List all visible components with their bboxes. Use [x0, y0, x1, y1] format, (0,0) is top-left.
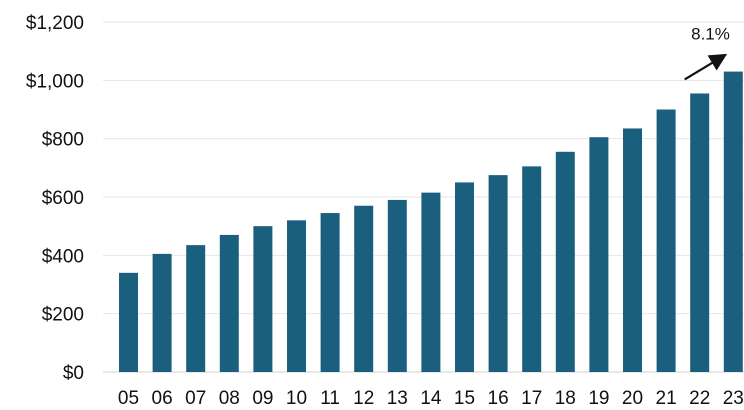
bar-08 — [219, 234, 239, 372]
y-tick-label: $0 — [63, 363, 84, 384]
bar-11 — [320, 213, 340, 372]
x-tick-label: 10 — [286, 388, 307, 409]
x-tick-label: 16 — [488, 388, 509, 409]
x-tick-label: 15 — [454, 388, 475, 409]
y-tick-label: $200 — [42, 305, 84, 326]
bar-20 — [623, 128, 642, 372]
x-tick-label: 23 — [723, 388, 744, 409]
x-tick-label: 20 — [622, 388, 643, 409]
bar-15 — [455, 182, 474, 372]
x-tick-label: 09 — [252, 388, 273, 409]
y-axis: $0 $200 $400 $600 $800 $1,000 $1,200 — [26, 13, 84, 384]
bar-14 — [421, 192, 441, 372]
bar-17 — [522, 166, 542, 372]
y-tick-label: $1,000 — [26, 71, 84, 92]
y-tick-label: $400 — [42, 246, 84, 267]
x-tick-label: 08 — [219, 388, 240, 409]
x-tick-label: 19 — [588, 388, 609, 409]
x-tick-label: 13 — [387, 388, 408, 409]
x-tick-label: 05 — [118, 388, 139, 409]
y-tick-label: $600 — [42, 188, 84, 209]
growth-label: 8.1% — [691, 25, 730, 44]
bar-21 — [656, 109, 676, 372]
bar-06 — [152, 253, 172, 372]
bar-22 — [690, 93, 710, 372]
x-tick-label: 18 — [555, 388, 576, 409]
x-tick-label: 17 — [521, 388, 542, 409]
bar-05 — [119, 272, 138, 372]
x-tick-label: 14 — [420, 388, 442, 409]
x-tick-label: 22 — [689, 388, 710, 409]
bar-18 — [555, 151, 575, 372]
y-tick-label: $1,200 — [26, 13, 84, 34]
growth-arrow — [684, 53, 728, 81]
x-tick-label: 06 — [152, 388, 173, 409]
bar-19 — [589, 137, 609, 372]
x-tick-label: 12 — [353, 388, 374, 409]
bar-16 — [488, 175, 508, 372]
bar-10 — [287, 220, 306, 372]
growth-annotation: 8.1% — [684, 25, 730, 81]
bar-12 — [354, 205, 374, 372]
bar-07 — [186, 245, 206, 372]
bar-09 — [253, 226, 273, 372]
bar-23 — [723, 71, 743, 372]
x-tick-label: 11 — [320, 388, 340, 409]
x-tick-label: 21 — [656, 388, 677, 409]
x-tick-label: 07 — [185, 388, 206, 409]
bar-layer — [119, 71, 743, 372]
bar-13 — [387, 199, 407, 372]
y-tick-label: $800 — [42, 130, 84, 151]
x-axis: 05 06 07 08 09 10 11 12 13 14 15 16 17 18 19 20 21 22 23 — [118, 388, 744, 409]
